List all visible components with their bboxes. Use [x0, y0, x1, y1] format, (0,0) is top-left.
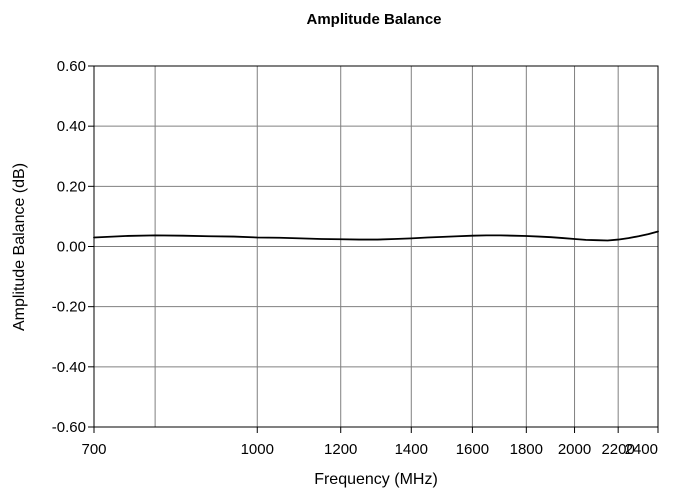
x-tick-label: 2400 [625, 441, 658, 458]
x-tick-label: 1200 [324, 441, 357, 458]
y-tick-label: -0.60 [52, 419, 86, 436]
y-tick-label: 0.00 [57, 239, 86, 256]
chart-title: Amplitude Balance [306, 11, 441, 28]
x-tick-label: 1400 [395, 441, 428, 458]
x-tick-label: 1000 [241, 441, 274, 458]
x-tick-label: 1800 [510, 441, 543, 458]
y-tick-label: -0.40 [52, 359, 86, 376]
x-tick-label: 1600 [456, 441, 489, 458]
y-tick-label: 0.20 [57, 178, 86, 195]
x-tick-label: 2200 [601, 441, 634, 458]
y-axis-title: Amplitude Balance (dB) [11, 163, 28, 331]
data-layer [93, 230, 659, 242]
y-tick-labels: 0.60 0.40 0.20 0.00 -0.20 -0.40 -0.60 [52, 58, 86, 436]
y-tick-label: -0.20 [52, 299, 86, 316]
x-tick-label: 2000 [558, 441, 591, 458]
y-tick-label: 0.60 [57, 58, 86, 75]
x-tick-label: 700 [81, 441, 106, 458]
amplitude-balance-series-line [93, 230, 659, 242]
grid-layer [94, 66, 658, 427]
axis-ticks-layer [88, 65, 659, 433]
y-tick-label: 0.40 [57, 118, 86, 135]
x-axis-title: Frequency (MHz) [314, 471, 438, 488]
